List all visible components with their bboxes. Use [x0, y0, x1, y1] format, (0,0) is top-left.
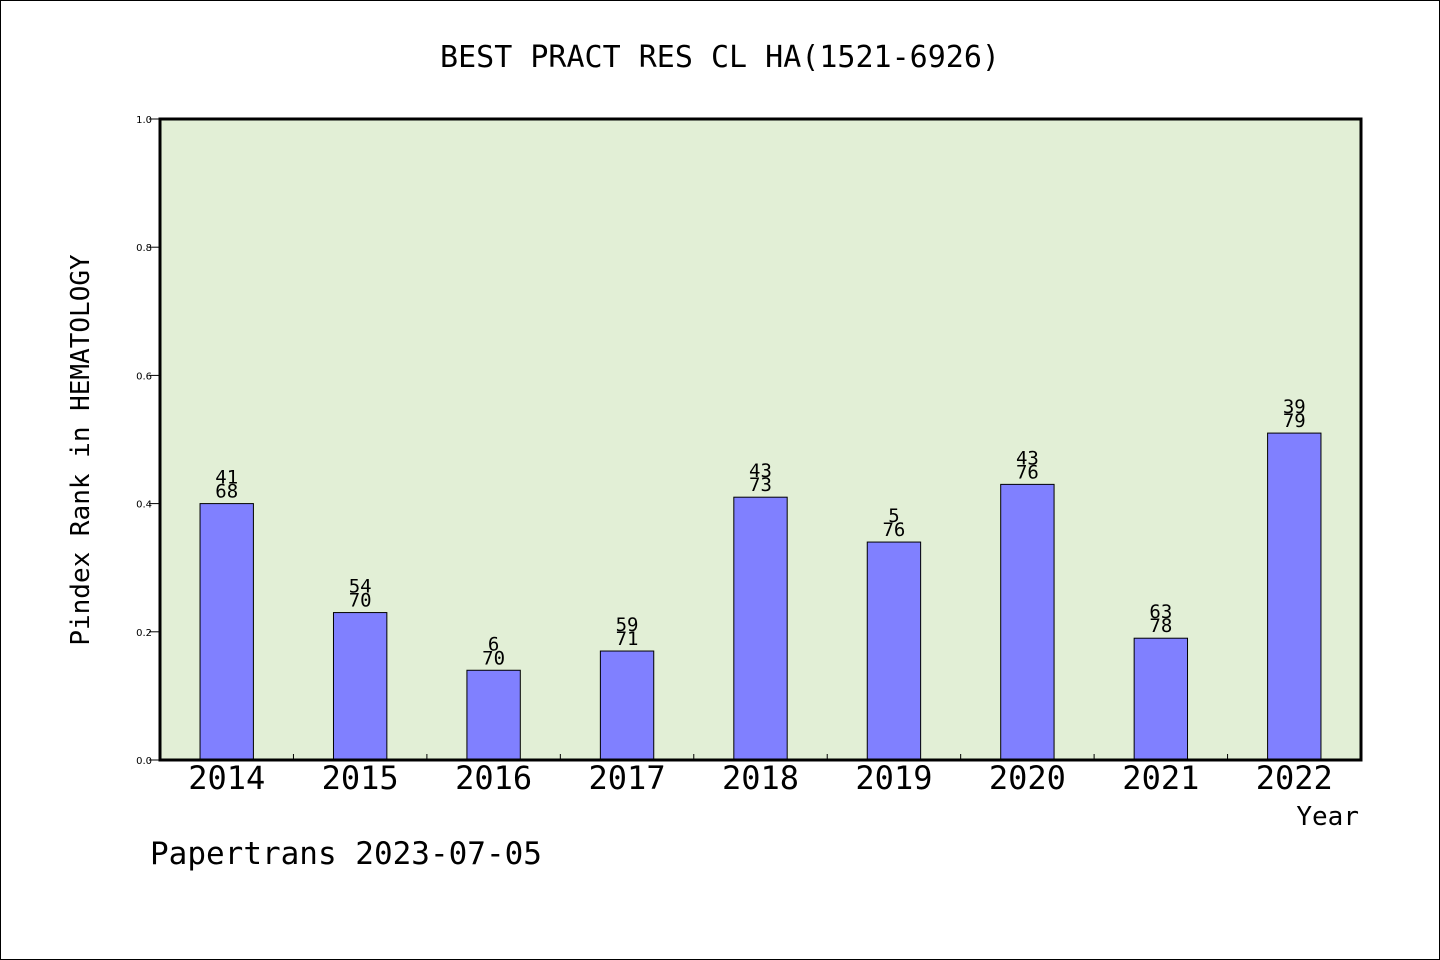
bar-label-bottom: 68 — [215, 481, 238, 503]
bar-label-top: 39 — [1283, 396, 1306, 418]
bar-2015 — [332, 612, 388, 761]
x-tick-label: 2014 — [188, 759, 265, 797]
x-tick-label: 2016 — [455, 759, 532, 797]
bar-label-bottom: 70 — [349, 590, 372, 612]
bar-label-top: 5 — [888, 505, 899, 527]
y-axis-label: Pindex Rank in HEMATOLOGY — [66, 254, 96, 646]
bar-2019 — [866, 541, 922, 761]
y-tick-label: 0.6 — [136, 371, 152, 382]
x-axis-label: Year — [1296, 802, 1359, 832]
x-tick-label: 2017 — [589, 759, 666, 797]
y-tick-label: 0.4 — [136, 500, 152, 511]
bar-label-top: 59 — [616, 614, 639, 636]
bar-label-bottom: 79 — [1283, 410, 1306, 432]
y-tick-label: 0.8 — [136, 243, 152, 254]
x-axis: 2014 2015 2016 2017 2018 2019 2020 2021 2022 — [188, 754, 1333, 797]
x-tick-label: 2018 — [722, 759, 799, 797]
bar-label-bottom: 76 — [882, 519, 905, 541]
bars-group — [199, 432, 1322, 761]
bar-2017 — [599, 650, 655, 761]
footer-credit: Papertrans 2023-07-05 — [150, 836, 542, 872]
bar-label-bottom: 78 — [1149, 615, 1172, 637]
y-tick-label: 0.0 — [136, 756, 152, 767]
bar-label-top: 43 — [749, 460, 772, 482]
bar-2020 — [1000, 483, 1055, 761]
x-tick-label: 2015 — [322, 759, 399, 797]
chart-title: BEST PRACT RES CL HA(1521-6926) — [440, 40, 1000, 75]
bar-label-top: 43 — [1016, 447, 1039, 469]
y-tick-label: 0.2 — [136, 628, 152, 639]
bar-label-top: 54 — [349, 576, 372, 598]
bar-label-top: 6 — [488, 633, 499, 655]
y-tick-label: 1.0 — [136, 115, 152, 126]
bar-2018 — [733, 496, 788, 761]
x-tick-label: 2020 — [989, 759, 1066, 797]
y-axis: 0.0 0.2 0.4 0.6 0.8 1.0 — [136, 115, 160, 767]
bar-label-top: 41 — [215, 467, 238, 489]
x-tick-label: 2019 — [855, 759, 932, 797]
bar-label-bottom: 73 — [749, 474, 772, 496]
bar-2014 — [199, 503, 254, 761]
bar-label-bottom: 70 — [482, 647, 505, 669]
bar-label-bottom: 76 — [1016, 461, 1039, 483]
bar-2021 — [1133, 637, 1189, 761]
bar-label-bottom: 71 — [616, 628, 639, 650]
bar-2022 — [1267, 432, 1322, 761]
bar-2016 — [466, 669, 521, 761]
x-tick-label: 2022 — [1256, 759, 1333, 797]
x-tick-label: 2021 — [1122, 759, 1199, 797]
bar-label-top: 63 — [1149, 601, 1172, 623]
plot-border — [158, 117, 1363, 762]
